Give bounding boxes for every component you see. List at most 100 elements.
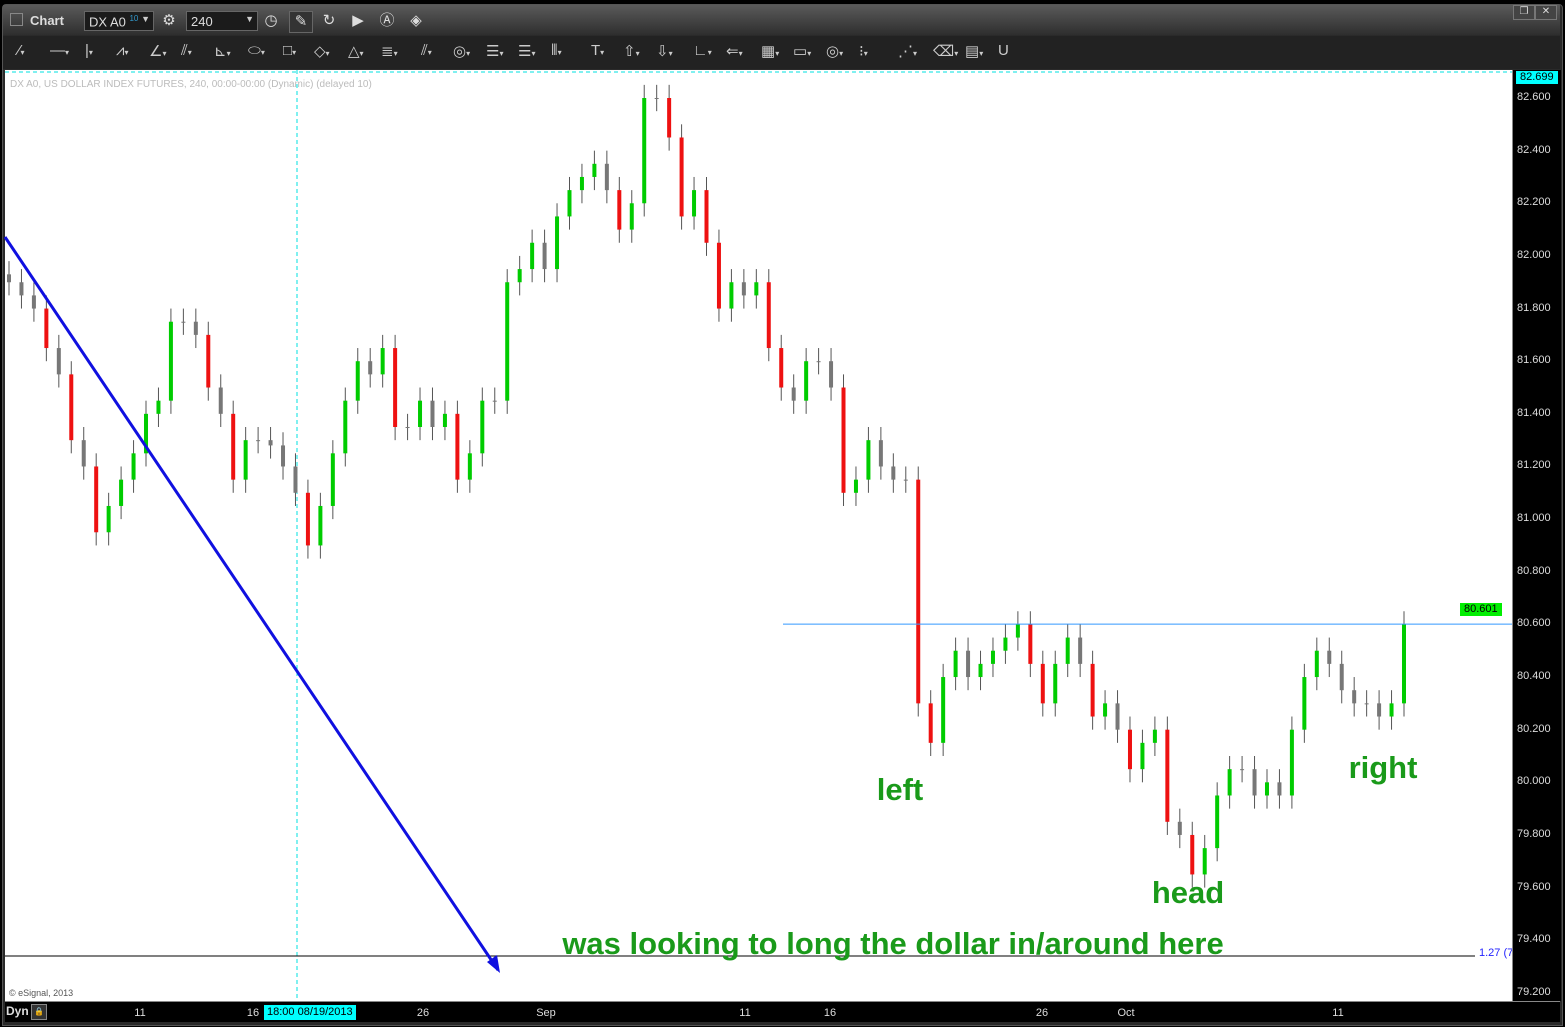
candle-body (1227, 769, 1232, 796)
zigzag-tool-icon[interactable]: ⩘▾ (116, 42, 129, 59)
trendline-arrowhead (487, 955, 500, 973)
circles-tool-icon[interactable]: ◎▾ (453, 43, 471, 60)
link-icon[interactable]: ◈ (410, 12, 422, 29)
arrow-up-tool-icon[interactable]: ⇧▾ (623, 43, 640, 60)
candle-body (330, 453, 335, 506)
title-bar (3, 5, 1560, 35)
lock-icon[interactable]: 🔒 (31, 1004, 47, 1020)
settings-gear-icon[interactable]: ⚙ (162, 12, 176, 29)
candle-body (555, 216, 560, 270)
chevron-down-icon[interactable]: ▼ (245, 14, 254, 24)
candle-body (418, 400, 423, 427)
line-tool-icon[interactable]: ⁄▾ (18, 42, 25, 59)
candle-body (916, 479, 921, 704)
magnet-tool-icon[interactable]: U (998, 42, 1009, 59)
candle-body (380, 348, 385, 375)
candle-body (1327, 650, 1332, 664)
pitchfork-tool-icon[interactable]: ⫽▾ (181, 42, 192, 59)
window-grip-icon[interactable] (10, 13, 23, 26)
alert-icon[interactable]: Ⓐ (379, 12, 395, 29)
text-tool-icon[interactable]: T▾ (591, 42, 605, 59)
candle-body (1140, 742, 1145, 770)
candle-body (355, 361, 360, 401)
candle-body (1289, 729, 1294, 796)
plot-area (5, 70, 1512, 1001)
price-tick-label: 79.400 (1517, 933, 1551, 946)
vertical-line-tool-icon[interactable]: |▾ (85, 42, 93, 59)
elliott-tool-icon[interactable]: ⋰▾ (898, 43, 918, 60)
symbol-input[interactable]: DX A0 10 ▼ (84, 11, 154, 31)
arrow-left-tool-icon[interactable]: ⇐▾ (726, 43, 743, 60)
drawing-toolbar: ⁄▾ —▾ |▾ ⩘▾ ∠▾ ⫽▾ ⊾▾ ⬭▾ □▾ ◇▾ △▾ ≣▾ ⫽▾ ◎▾ ☰▾ ☰▾ ⦀▾ T▾ ⇧▾ ⇩▾… (3, 36, 1560, 69)
candle-body (1065, 637, 1070, 664)
arrow-down-tool-icon[interactable]: ⇩▾ (656, 43, 673, 60)
time-tick-label: Sep (536, 1007, 556, 1019)
candle-body (642, 98, 647, 204)
triangle-tool-icon[interactable]: △▾ (348, 43, 364, 60)
dynamic-mode-label[interactable]: Dyn (6, 1004, 29, 1018)
channel-tool-icon[interactable]: ⫽▾ (421, 42, 432, 59)
refresh-icon[interactable]: ↻ (322, 12, 336, 29)
play-icon[interactable]: ▶ (352, 12, 364, 29)
candle-body (679, 137, 684, 217)
candle-body (368, 361, 373, 375)
clock-icon[interactable]: ◷ (264, 12, 278, 29)
candle-body (455, 413, 460, 480)
fan-tool-icon[interactable]: ∠▾ (149, 43, 167, 60)
price-tick-label: 79.600 (1517, 880, 1551, 893)
candle-body (517, 269, 522, 283)
price-tick-label: 80.600 (1517, 617, 1551, 630)
last-price-tag: 80.601 (1460, 603, 1502, 616)
fib-extension-tool-icon[interactable]: ☰▾ (518, 43, 536, 60)
price-tick-label: 80.200 (1517, 722, 1551, 735)
time-tick-label: 11 (739, 1007, 751, 1019)
candle-body (1078, 637, 1083, 664)
price-axis[interactable] (1512, 70, 1561, 1001)
interval-input[interactable]: 240 ▼ (186, 11, 258, 31)
chevron-down-icon[interactable]: ▼ (141, 14, 150, 24)
candle-body (393, 348, 398, 427)
candle-body (206, 334, 211, 388)
cycle-lines-tool-icon[interactable]: ⦀▾ (551, 42, 562, 59)
price-tick-label: 81.200 (1517, 459, 1551, 472)
candle-body (243, 440, 248, 480)
candle-body (1003, 637, 1008, 651)
time-axis[interactable] (5, 1001, 1560, 1022)
close-button[interactable]: ✕ (1535, 5, 1557, 20)
candle-body (1252, 769, 1257, 796)
fib-extension-label: 1.27 (7 (1479, 947, 1512, 959)
candle-body (866, 440, 871, 480)
grid-tool-icon[interactable]: ▦▾ (761, 43, 780, 60)
candle-body (604, 163, 609, 191)
t3-tool-icon[interactable]: ◎▾ (826, 43, 844, 60)
candle-body (1402, 624, 1406, 704)
mob-tool-icon[interactable]: ▭▾ (793, 43, 812, 60)
candle-body (953, 650, 958, 678)
ellipse-tool-icon[interactable]: ⬭▾ (248, 42, 265, 59)
gann-fan-tool-icon[interactable]: ⊾▾ (214, 43, 231, 60)
pencil-icon[interactable]: ✎ (289, 11, 313, 33)
rectangle-tool-icon[interactable]: □▾ (283, 42, 297, 59)
horizontal-line-tool-icon[interactable]: —▾ (50, 42, 70, 59)
eraser-tool-icon[interactable]: ⌫▾ (933, 43, 959, 60)
copyright: © eSignal, 2013 (9, 988, 74, 998)
pti-tool-icon[interactable]: ⁝▾ (859, 43, 868, 60)
diamond-tool-icon[interactable]: ◇▾ (314, 43, 330, 60)
candle-body (617, 190, 622, 230)
candle-body (966, 650, 971, 678)
parallel-lines-tool-icon[interactable]: ≣▾ (381, 43, 398, 60)
cursor-time-tag: 18:00 08/19/2013 (264, 1005, 356, 1020)
candle-body (168, 321, 173, 401)
angle-tool-icon[interactable]: ∟▾ (693, 42, 712, 59)
interval-value: 240 (191, 14, 213, 29)
comments-tool-icon[interactable]: ▤▾ (965, 43, 984, 60)
candle-body (829, 361, 834, 388)
candle-body (1090, 663, 1095, 717)
price-tick-label: 80.000 (1517, 775, 1551, 788)
restore-button[interactable]: ❐ (1513, 5, 1535, 20)
candle-body (1377, 703, 1382, 717)
fib-retracement-tool-icon[interactable]: ☰▾ (486, 43, 504, 60)
candle-body (1177, 821, 1182, 835)
candle-body (542, 242, 547, 270)
